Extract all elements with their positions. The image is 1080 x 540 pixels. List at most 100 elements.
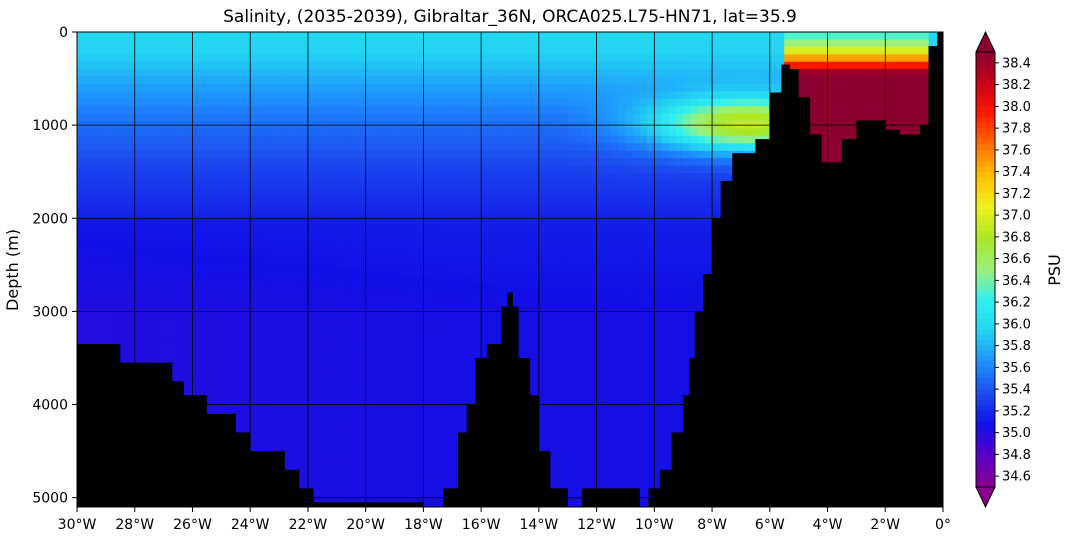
heatmap-cell — [329, 447, 338, 456]
heatmap-cell — [279, 150, 287, 159]
heatmap-cell — [546, 239, 554, 248]
heatmap-cell — [120, 276, 129, 285]
heatmap-cell — [250, 106, 259, 115]
heatmap-cell — [351, 69, 360, 78]
heatmap-cell — [365, 262, 374, 271]
heatmap-cell — [481, 180, 489, 189]
heatmap-cell — [344, 76, 352, 85]
heatmap-cell — [329, 254, 338, 263]
heatmap-cell — [380, 254, 388, 263]
heatmap-cell — [336, 202, 345, 211]
heatmap-cell — [445, 425, 453, 434]
heatmap-cell — [365, 76, 374, 85]
heatmap-cell — [77, 328, 85, 337]
heatmap-cell — [293, 98, 302, 107]
heatmap-cell — [574, 54, 583, 63]
heatmap-cell — [408, 477, 417, 486]
heatmap-cell — [293, 39, 302, 48]
heatmap-cell — [300, 135, 309, 144]
heatmap-cell — [517, 54, 526, 63]
heatmap-cell — [221, 113, 230, 122]
heatmap-cell — [430, 113, 439, 122]
heatmap-cell — [293, 299, 302, 308]
heatmap-cell — [329, 69, 338, 78]
heatmap-cell — [170, 358, 179, 367]
heatmap-cell — [495, 106, 504, 115]
heatmap-cell — [416, 343, 424, 352]
heatmap-cell — [430, 477, 439, 486]
heatmap-cell — [632, 128, 641, 137]
heatmap-cell — [113, 239, 121, 248]
heatmap-cell — [134, 262, 143, 271]
heatmap-cell — [401, 232, 410, 241]
heatmap-cell — [611, 165, 619, 174]
heatmap-cell — [401, 113, 410, 122]
heatmap-cell — [192, 284, 201, 293]
heatmap-cell — [452, 462, 461, 471]
heatmap-cell — [329, 187, 338, 196]
heatmap-cell — [206, 343, 215, 352]
heatmap-cell — [372, 91, 381, 100]
heatmap-cell — [163, 321, 172, 330]
heatmap-cell — [178, 135, 186, 144]
heatmap-cell — [105, 158, 114, 167]
heatmap-cell — [466, 83, 475, 92]
heatmap-cell — [156, 328, 165, 337]
heatmap-cell — [546, 425, 554, 434]
heatmap-cell — [387, 195, 396, 204]
heatmap-cell — [221, 32, 230, 41]
heatmap-cell — [199, 314, 208, 323]
heatmap-cell — [315, 61, 323, 70]
heatmap-cell — [329, 143, 338, 152]
heatmap-cell — [632, 180, 641, 189]
heatmap-cell — [329, 306, 338, 315]
heatmap-cell — [632, 158, 641, 167]
heatmap-cell — [307, 403, 316, 412]
heatmap-cell — [170, 321, 179, 330]
heatmap-cell — [401, 269, 410, 278]
heatmap-cell — [279, 106, 287, 115]
heatmap-cell — [351, 262, 360, 271]
heatmap-cell — [394, 492, 403, 501]
heatmap-cell — [531, 358, 540, 367]
heatmap-cell — [531, 187, 540, 196]
heatmap-cell — [315, 291, 323, 300]
heatmap-cell — [459, 328, 468, 337]
heatmap-cell — [358, 143, 367, 152]
heatmap-cell — [538, 128, 547, 137]
heatmap-cell — [156, 98, 165, 107]
heatmap-cell — [214, 76, 222, 85]
heatmap-cell — [344, 39, 352, 48]
heatmap-cell — [293, 217, 302, 226]
heatmap-cell — [560, 143, 569, 152]
heatmap-cell — [560, 284, 569, 293]
heatmap-cell — [553, 276, 562, 285]
heatmap-cell — [560, 455, 569, 464]
heatmap-cell — [307, 328, 316, 337]
heatmap-cell — [250, 98, 259, 107]
heatmap-cell — [315, 365, 323, 374]
heatmap-cell — [517, 180, 526, 189]
heatmap-cell — [192, 217, 201, 226]
heatmap-cell — [574, 276, 583, 285]
heatmap-cell — [242, 187, 251, 196]
heatmap-cell — [589, 477, 598, 486]
heatmap-cell — [228, 254, 237, 263]
heatmap-cell — [445, 83, 453, 92]
heatmap-cell — [611, 351, 619, 360]
heatmap-cell — [307, 262, 316, 271]
heatmap-cell — [279, 314, 287, 323]
heatmap-cell — [228, 46, 237, 55]
heatmap-cell — [502, 69, 511, 78]
heatmap-cell — [372, 417, 381, 426]
heatmap-cell — [466, 32, 475, 41]
heatmap-cell — [394, 232, 403, 241]
heatmap-cell — [358, 417, 367, 426]
heatmap-cell — [228, 217, 237, 226]
heatmap-cell — [632, 106, 641, 115]
heatmap-cell — [560, 254, 569, 263]
heatmap-cell — [423, 202, 432, 211]
heatmap-cell — [380, 276, 388, 285]
heatmap-cell — [322, 173, 331, 182]
heatmap-cell — [632, 46, 641, 55]
